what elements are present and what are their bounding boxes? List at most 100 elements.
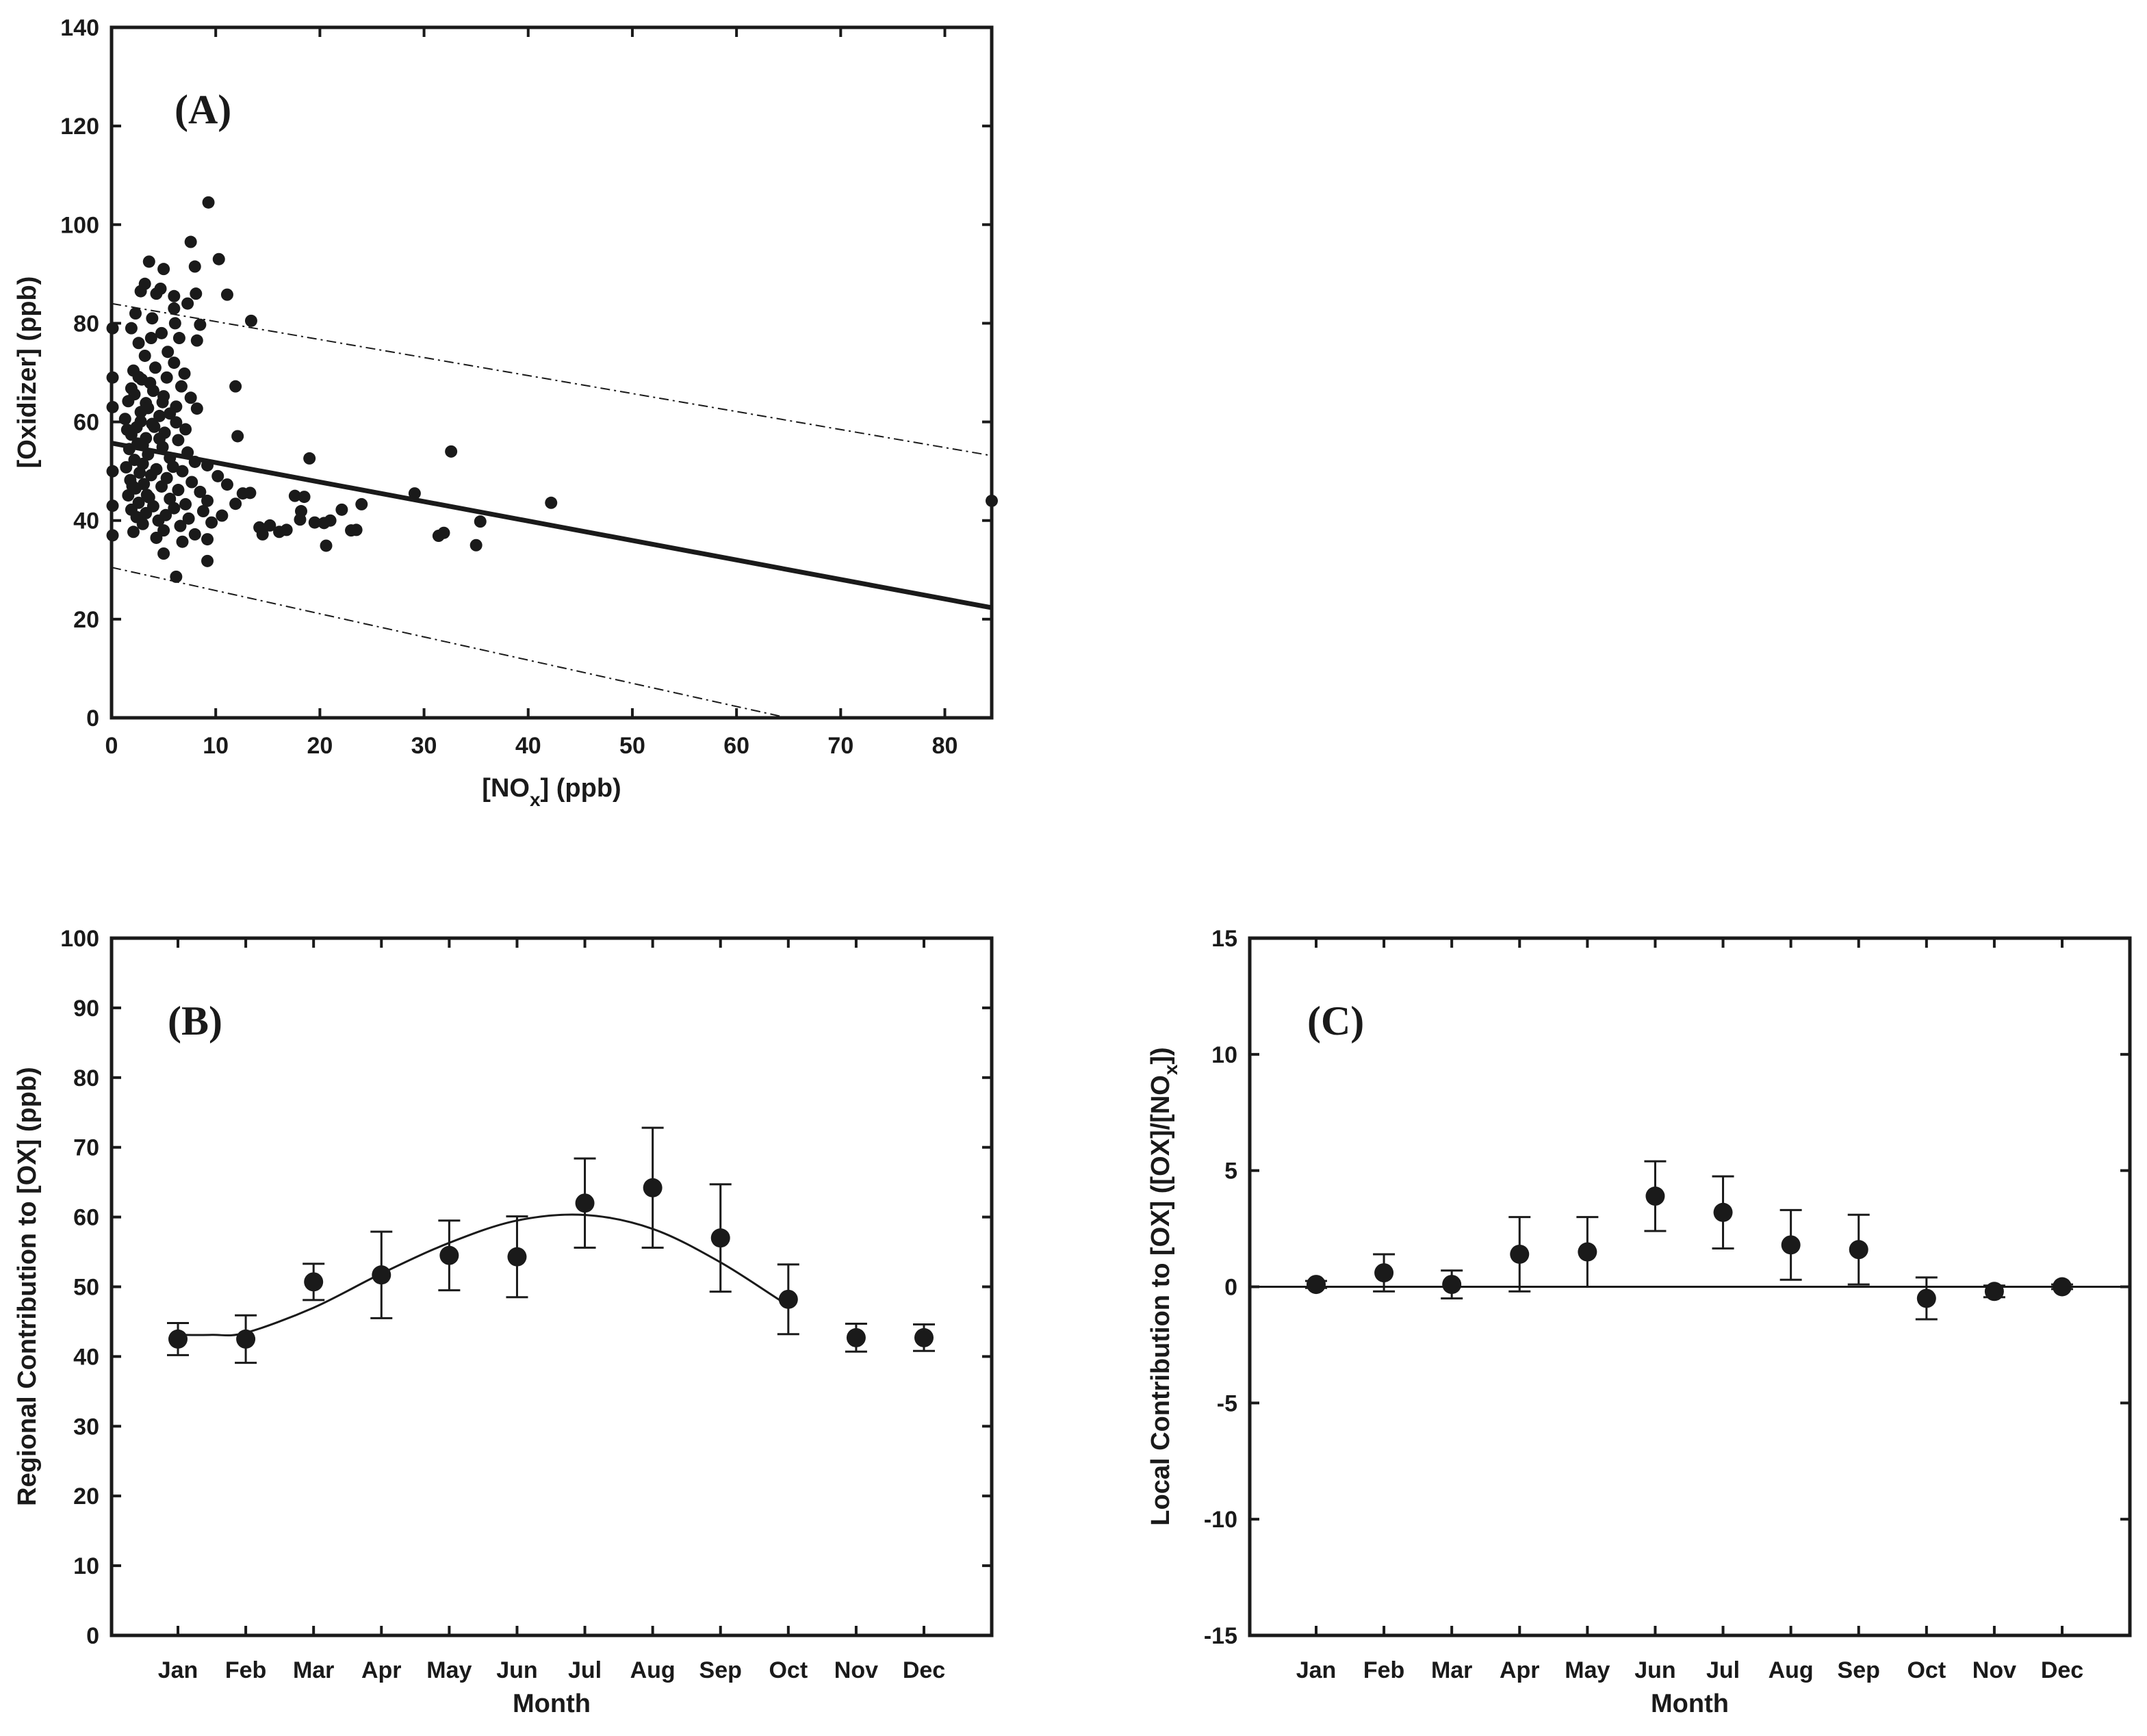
data-point: [211, 469, 224, 482]
data-point: [1578, 1242, 1597, 1262]
panel-b-label: (B): [168, 998, 222, 1044]
panel-b-frame: [110, 936, 994, 1637]
month-label: Feb: [225, 1657, 266, 1683]
panel-c-ticks: Jan Feb Mar Apr May Jun Jul Aug Sep Oct Nov Dec -15 -…: [1204, 926, 2130, 1683]
data-point: [168, 302, 181, 315]
y-tick-label: 50: [73, 1275, 99, 1301]
data-point: [127, 526, 140, 539]
y-tick-label: 10: [73, 1553, 99, 1579]
y-tick-label: 10: [1211, 1042, 1237, 1068]
data-point: [123, 443, 136, 456]
data-point: [153, 409, 166, 422]
data-point: [470, 539, 483, 552]
data-point: [575, 1193, 595, 1213]
data-point: [335, 503, 348, 516]
data-point: [244, 487, 257, 500]
data-point: [157, 547, 170, 560]
y-tick-label: 140: [60, 15, 99, 41]
data-point: [157, 263, 170, 276]
data-point: [126, 480, 139, 493]
data-point: [181, 297, 194, 310]
data-point: [1713, 1202, 1733, 1222]
data-point: [125, 382, 138, 395]
data-point: [179, 423, 192, 436]
data-point: [122, 489, 135, 502]
data-point: [138, 349, 151, 362]
data-point: [120, 424, 133, 437]
y-tick-label: 100: [60, 926, 99, 952]
data-point: [304, 1272, 324, 1292]
data-point: [184, 391, 197, 404]
data-point: [133, 466, 146, 479]
data-point: [164, 407, 177, 420]
data-point: [129, 307, 142, 320]
data-point: [710, 1228, 730, 1248]
data-point: [474, 515, 487, 528]
month-label: Sep: [699, 1657, 742, 1683]
data-point: [1849, 1240, 1868, 1260]
data-point: [134, 415, 147, 428]
month-label: Feb: [1363, 1657, 1404, 1683]
data-point: [144, 332, 157, 345]
month-label: Jan: [1296, 1657, 1337, 1683]
data-point: [185, 476, 198, 489]
data-point: [175, 380, 188, 393]
data-point: [178, 367, 191, 380]
data-point: [355, 497, 368, 510]
data-point: [201, 458, 214, 471]
data-point: [182, 512, 195, 525]
data-point: [118, 413, 131, 426]
data-point: [188, 455, 201, 468]
data-point: [160, 371, 173, 384]
panel-a-xlabel: [NOx] (ppb): [482, 774, 621, 810]
month-label: Dec: [2041, 1657, 2083, 1683]
y-tick-label: 0: [86, 1623, 99, 1649]
month-label: Jul: [568, 1657, 602, 1683]
data-point: [202, 196, 215, 209]
data-point: [144, 469, 157, 482]
panel-b-marks: [167, 1126, 935, 1364]
data-point: [142, 448, 155, 461]
data-point: [445, 445, 458, 458]
data-point: [194, 485, 207, 498]
y-tick-label: 90: [73, 996, 99, 1022]
month-label: Mar: [1431, 1657, 1472, 1683]
data-point: [156, 396, 169, 409]
data-point: [1374, 1263, 1394, 1283]
data-point: [201, 554, 214, 567]
data-point: [132, 337, 145, 350]
month-label: Jan: [158, 1657, 198, 1683]
panel-c-marks: [1250, 1160, 2130, 1321]
data-point: [142, 402, 155, 415]
data-point: [507, 1247, 527, 1267]
lower-prediction-line: [111, 567, 788, 718]
data-point: [134, 285, 147, 298]
y-tick-label: 5: [1224, 1158, 1237, 1184]
data-point: [168, 289, 181, 302]
data-point: [146, 312, 159, 325]
data-point: [196, 505, 209, 518]
data-point: [188, 260, 201, 273]
data-point: [170, 416, 183, 429]
month-label: Jun: [1634, 1657, 1675, 1683]
data-point: [1510, 1244, 1530, 1264]
panel-a-label: (A): [175, 87, 231, 132]
data-point: [288, 489, 301, 502]
month-label: Jun: [496, 1657, 537, 1683]
y-tick-label: 100: [60, 212, 99, 238]
data-point: [303, 452, 316, 465]
data-point: [172, 434, 185, 447]
y-tick-label: 120: [60, 114, 99, 140]
data-point: [263, 519, 277, 532]
data-point: [236, 1329, 256, 1349]
data-point: [176, 535, 189, 548]
data-point: [643, 1178, 663, 1197]
data-point: [120, 461, 133, 474]
y-tick-label: 60: [73, 410, 99, 436]
data-point: [148, 420, 161, 433]
panel-a-marks: [106, 196, 998, 718]
data-point: [1645, 1187, 1665, 1206]
data-point: [122, 395, 135, 408]
data-point: [1781, 1235, 1801, 1255]
